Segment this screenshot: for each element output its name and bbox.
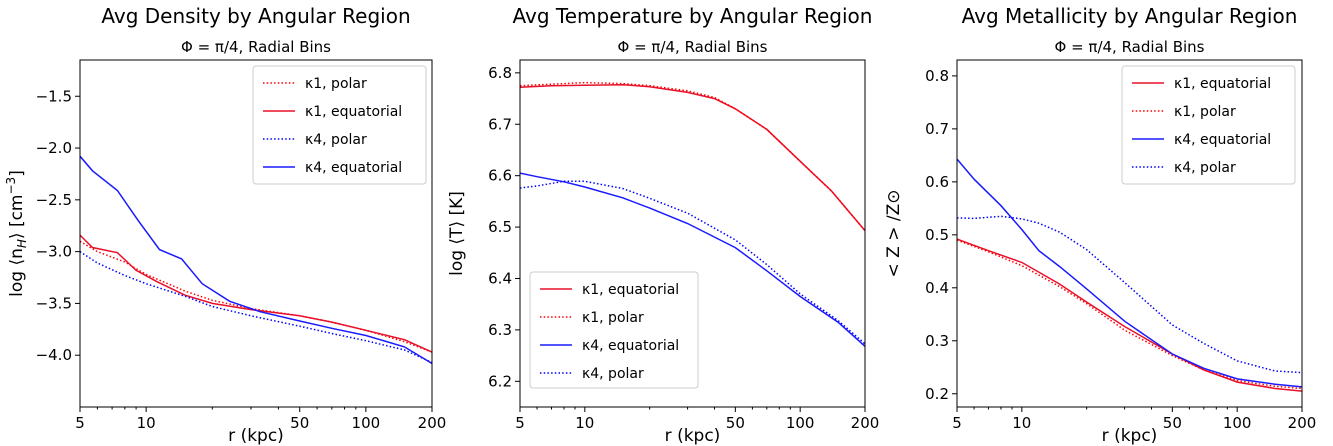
legend-label: κ4, polar	[1174, 160, 1236, 176]
y-tick-label: 6.6	[488, 167, 512, 185]
chart-title: Avg Metallicity by Angular Region	[962, 4, 1298, 28]
y-axis-label: < Z > /Z⊙	[884, 190, 904, 278]
chart-subtitle: Φ = π/4, Radial Bins	[1055, 38, 1205, 56]
x-tick-label: 200	[851, 414, 880, 432]
x-tick-label: 5	[75, 414, 85, 432]
legend-label: κ4, polar	[305, 132, 367, 148]
x-tick-label: 200	[418, 414, 447, 432]
y-tick-label: 0.8	[925, 67, 949, 85]
x-axis-label: r (kpc)	[1102, 426, 1158, 446]
legend: κ1, equatorial κ1, polar κ4, equatorial κ4,…	[1121, 65, 1296, 185]
x-tick-label: 10	[1012, 414, 1031, 432]
y-tick-label: −1.5	[36, 87, 72, 105]
chart-subtitle: Φ = π/4, Radial Bins	[181, 38, 331, 56]
legend-label: κ1, polar	[582, 310, 644, 326]
y-tick-label: −4.0	[36, 346, 72, 364]
y-tick-label: 0.7	[925, 120, 949, 138]
x-tick-label: 10	[575, 414, 594, 432]
y-tick-label: 6.5	[488, 218, 512, 236]
x-tick-label: 100	[352, 414, 381, 432]
x-tick-label: 50	[1163, 414, 1182, 432]
legend-label: κ1, equatorial	[305, 104, 402, 120]
y-tick-label: 0.4	[925, 279, 949, 297]
legend-box	[252, 65, 427, 185]
x-tick-label: 200	[1288, 414, 1317, 432]
series-group	[957, 158, 1302, 392]
plot-frame	[79, 59, 433, 408]
series-line	[520, 172, 865, 347]
series-line	[957, 238, 1302, 392]
legend: κ1, polar κ1, equatorial κ4, polar κ4, equa…	[252, 65, 427, 185]
legend-label: κ1, equatorial	[1174, 76, 1271, 92]
legend-label: κ1, polar	[305, 76, 367, 92]
y-tick-label: 6.7	[488, 115, 512, 133]
x-tick-label: 100	[1223, 414, 1252, 432]
y-tick-label: 6.2	[488, 372, 512, 390]
series-line	[520, 83, 865, 232]
legend: κ1, equatorial κ1, polar κ4, equatorial κ4,…	[529, 271, 699, 389]
legend-label: κ1, equatorial	[582, 282, 679, 298]
y-tick-label: 0.6	[925, 173, 949, 191]
y-axis-label: log ⟨nH⟩ [cm−3]	[4, 170, 29, 297]
series-group	[80, 155, 432, 365]
chart-panel-2: Avg Temperature by Angular Region Φ = π/4…	[447, 4, 879, 446]
chart-panel-3: Avg Metallicity by Angular Region Φ = π/4…	[884, 4, 1316, 446]
y-tick-label: 0.3	[925, 332, 949, 350]
x-axis-label: r (kpc)	[228, 426, 284, 446]
legend-label: κ4, polar	[582, 366, 644, 382]
series-line	[957, 215, 1302, 374]
legend-label: κ4, equatorial	[582, 338, 679, 354]
legend-label: κ4, equatorial	[305, 160, 402, 176]
series-line	[80, 155, 432, 365]
chart-subtitle: Φ = π/4, Radial Bins	[618, 38, 768, 56]
series-line	[520, 180, 865, 345]
x-tick-label: 50	[726, 414, 745, 432]
y-tick-label: −2.5	[36, 191, 72, 209]
y-tick-label: 6.3	[488, 321, 512, 339]
legend-label: κ1, polar	[1174, 104, 1236, 120]
legend-label: κ4, equatorial	[1174, 132, 1271, 148]
x-tick-label: 50	[290, 414, 309, 432]
y-axis-label: log ⟨T⟩ [K]	[447, 191, 467, 276]
legend-box	[529, 271, 699, 389]
series-line	[80, 240, 432, 353]
chart-panel-1: Avg Density by Angular Region Φ = π/4, Ra…	[4, 4, 446, 446]
y-tick-label: 6.8	[488, 64, 512, 82]
chart-title: Avg Temperature by Angular Region	[513, 4, 873, 28]
chart-title: Avg Density by Angular Region	[101, 4, 410, 28]
y-tick-label: 0.2	[925, 385, 949, 403]
x-tick-label: 10	[137, 414, 156, 432]
y-tick-label: 0.5	[925, 226, 949, 244]
plot-frame	[956, 59, 1303, 408]
series-line	[80, 234, 432, 353]
series-line	[957, 158, 1302, 388]
series-line	[80, 250, 432, 364]
plot-frame	[519, 59, 866, 408]
x-axis-label: r (kpc)	[665, 426, 721, 446]
x-tick-label: 100	[786, 414, 815, 432]
series-line	[520, 81, 865, 232]
y-tick-label: −2.0	[36, 139, 72, 157]
y-tick-label: −3.5	[36, 294, 72, 312]
x-tick-label: 5	[515, 414, 525, 432]
y-tick-label: 6.4	[488, 269, 512, 287]
x-tick-label: 5	[952, 414, 962, 432]
y-tick-label: −3.0	[36, 243, 72, 261]
series-group	[520, 81, 865, 347]
series-line	[957, 239, 1302, 390]
legend-box	[1121, 65, 1296, 185]
